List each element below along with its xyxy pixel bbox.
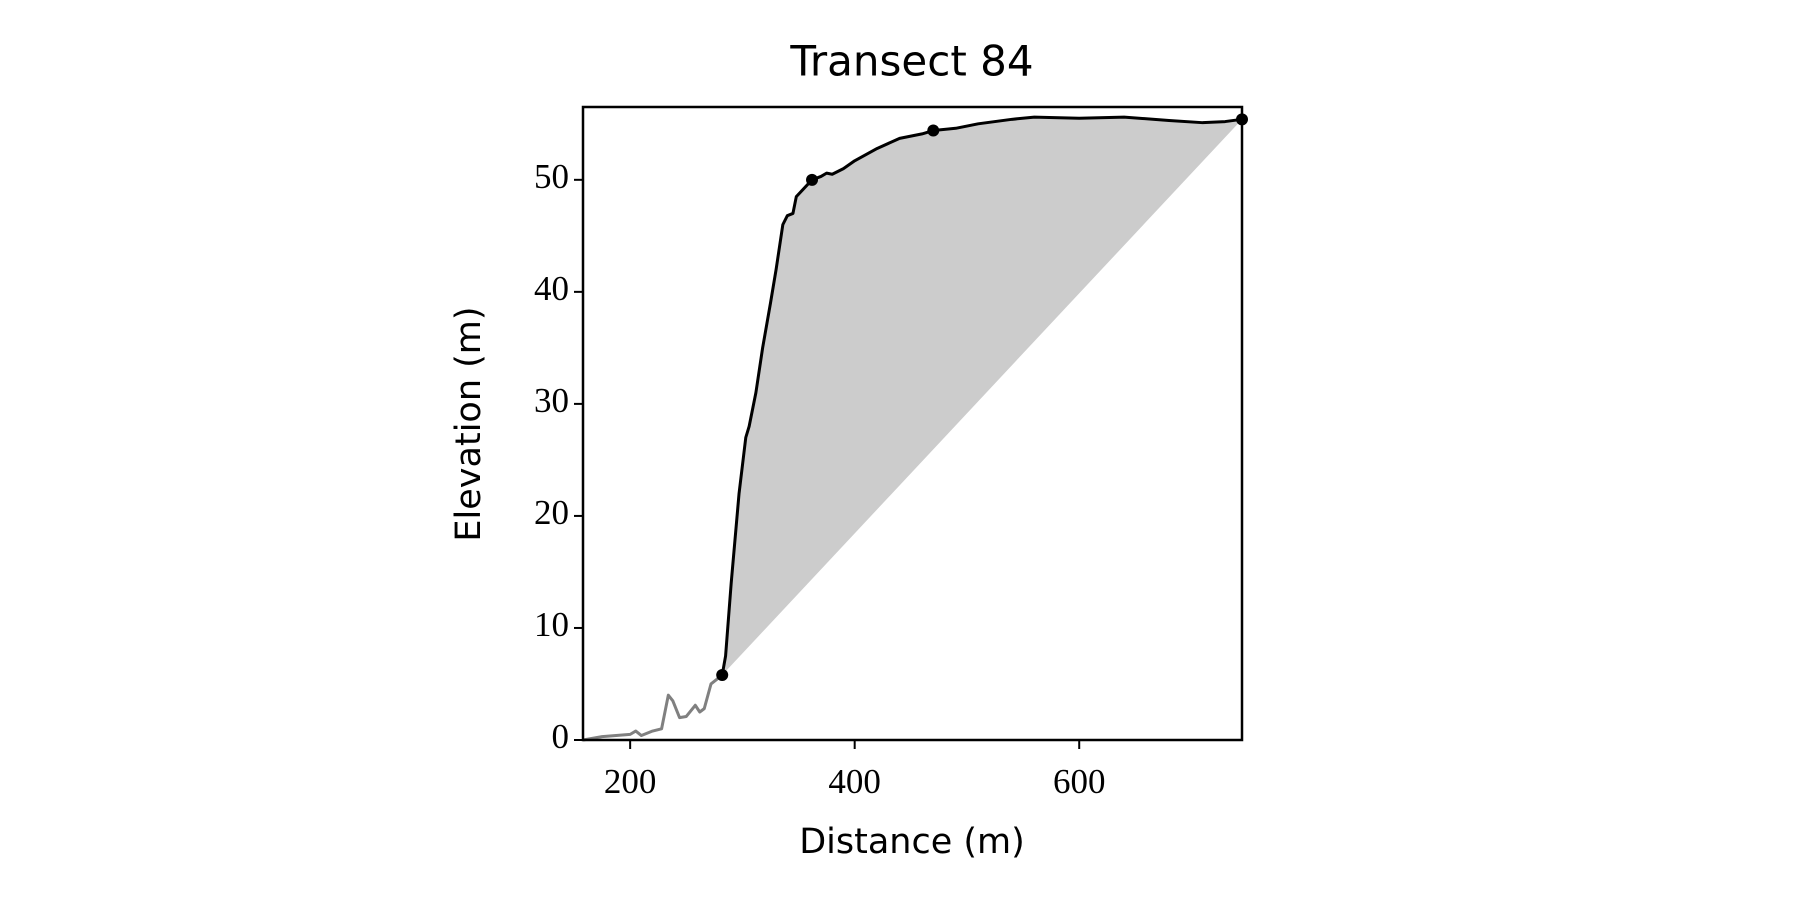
y-tick-label: 50 (534, 157, 569, 196)
y-tick-label: 40 (534, 269, 569, 308)
profile-line (582, 673, 724, 742)
chart-title: Transect 84 (789, 37, 1033, 86)
x-tick-label: 400 (828, 762, 881, 801)
y-tick-label: 0 (552, 717, 570, 756)
y-axis-label: Elevation (m) (449, 306, 489, 541)
y-tick-label: 20 (534, 493, 569, 532)
plot-frame (581, 105, 1244, 742)
x-tick-label: 600 (1053, 762, 1106, 801)
x-axis-label: Distance (m) (799, 822, 1025, 862)
marker-point (806, 173, 819, 186)
fill-area (722, 117, 1242, 676)
marker-point (927, 124, 940, 137)
marker-point (716, 669, 729, 682)
y-tick-label: 30 (534, 381, 569, 420)
profile-line (720, 115, 1243, 676)
x-tick-label: 200 (604, 762, 657, 801)
y-tick-label: 10 (534, 605, 569, 644)
